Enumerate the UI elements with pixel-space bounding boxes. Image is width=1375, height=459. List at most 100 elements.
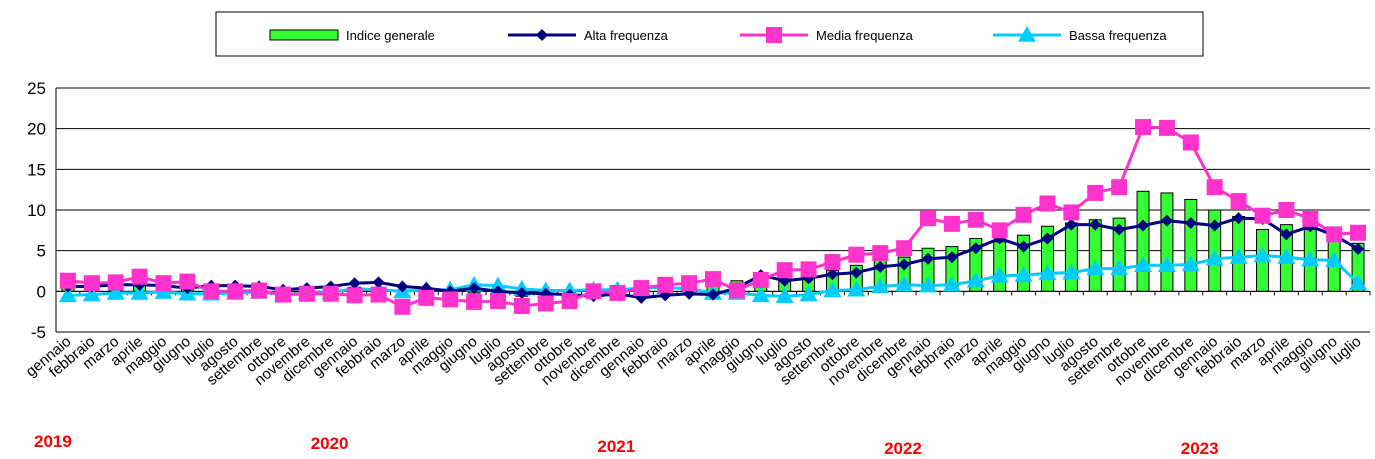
point-media-frequenza	[1063, 204, 1080, 221]
point-media-frequenza	[418, 289, 435, 306]
plot-area: -50510152025gennaiofebbraiomarzoaprilema…	[23, 79, 1371, 458]
point-alta-frequenza	[922, 252, 935, 265]
point-legend	[536, 29, 548, 41]
point-media-frequenza	[752, 271, 769, 288]
point-media-frequenza	[681, 275, 698, 292]
point-media-frequenza	[1087, 184, 1104, 201]
point-alta-frequenza	[1017, 240, 1030, 253]
point-alta-frequenza	[1041, 232, 1054, 245]
point-media-frequenza	[967, 211, 984, 228]
point-bassa-frequenza	[847, 280, 866, 297]
point-media-frequenza	[442, 291, 459, 308]
y-tick-label: 20	[27, 120, 46, 139]
point-media-frequenza	[633, 280, 650, 297]
point-media-frequenza	[59, 272, 76, 289]
point-bassa-frequenza	[106, 283, 125, 300]
point-alta-frequenza	[1352, 243, 1365, 256]
point-alta-frequenza	[1208, 219, 1221, 232]
point-media-frequenza	[251, 282, 268, 299]
point-media-frequenza	[179, 273, 196, 290]
point-alta-frequenza	[1232, 212, 1245, 225]
point-media-frequenza	[848, 246, 865, 263]
point-media-frequenza	[274, 286, 291, 303]
point-media-frequenza	[1302, 210, 1319, 227]
point-bassa-frequenza	[1014, 266, 1033, 282]
point-media-frequenza	[943, 215, 960, 232]
year-label: 2023	[1181, 439, 1219, 458]
point-bassa-frequenza	[1253, 246, 1272, 263]
y-tick-label: 0	[37, 282, 46, 301]
point-alta-frequenza	[372, 276, 385, 289]
point-media-frequenza	[824, 254, 841, 271]
point-media-frequenza	[489, 293, 506, 310]
point-bassa-frequenza	[1110, 259, 1129, 276]
point-media-frequenza	[513, 297, 530, 314]
point-alta-frequenza	[1184, 217, 1197, 230]
point-media-frequenza	[872, 245, 889, 262]
point-media-frequenza	[227, 283, 244, 300]
point-media-frequenza	[728, 282, 745, 299]
point-media-frequenza	[776, 262, 793, 279]
point-alta-frequenza	[945, 251, 958, 264]
y-tick-label: 15	[27, 160, 46, 179]
point-bassa-frequenza	[1038, 264, 1057, 281]
y-tick-label: -5	[31, 323, 46, 342]
point-media-frequenza	[1015, 206, 1032, 223]
bar-indice-generale	[1160, 192, 1174, 292]
point-alta-frequenza	[1160, 214, 1173, 227]
point-media-frequenza	[1111, 179, 1128, 196]
point-media-frequenza	[609, 284, 626, 301]
point-alta-frequenza	[515, 286, 528, 299]
point-bassa-frequenza	[823, 281, 842, 298]
bar-indice-generale	[1136, 190, 1150, 292]
point-media-frequenza	[83, 275, 100, 292]
legend-swatch-bar	[269, 29, 339, 41]
point-bassa-frequenza	[1277, 248, 1296, 264]
point-bassa-frequenza	[871, 277, 890, 294]
point-alta-frequenza	[1065, 218, 1078, 231]
year-label: 2019	[34, 432, 72, 451]
point-media-frequenza	[896, 240, 913, 257]
point-media-frequenza	[1350, 224, 1367, 241]
legend-label: Indice generale	[346, 28, 435, 43]
point-alta-frequenza	[1113, 223, 1126, 236]
point-media-frequenza	[537, 295, 554, 312]
point-bassa-frequenza	[488, 276, 507, 293]
point-legend	[766, 27, 782, 43]
point-media-frequenza	[585, 283, 602, 300]
point-bassa-frequenza	[1062, 263, 1081, 280]
point-media-frequenza	[1254, 207, 1271, 224]
point-alta-frequenza	[874, 260, 887, 273]
point-media-frequenza	[1135, 119, 1152, 136]
point-alta-frequenza	[969, 242, 982, 255]
bar-indice-generale	[1184, 198, 1198, 292]
point-media-frequenza	[1326, 226, 1343, 243]
point-bassa-frequenza	[919, 276, 938, 293]
point-media-frequenza	[107, 274, 124, 291]
point-media-frequenza	[1039, 195, 1056, 212]
point-media-frequenza	[298, 285, 315, 302]
point-alta-frequenza	[348, 277, 361, 290]
year-label: 2022	[884, 439, 922, 458]
y-tick-label: 5	[37, 242, 46, 261]
point-media-frequenza	[657, 276, 674, 293]
point-bassa-frequenza	[990, 266, 1009, 283]
point-alta-frequenza	[707, 288, 719, 301]
legend: Indice generale Alta frequenza Media frequ…	[215, 11, 1204, 57]
point-media-frequenza	[1158, 119, 1175, 136]
point-bassa-frequenza	[1181, 255, 1200, 272]
point-media-frequenza	[346, 287, 363, 304]
point-media-frequenza	[705, 271, 721, 288]
legend-label: Media frequenza	[816, 28, 914, 43]
point-media-frequenza	[1278, 202, 1295, 218]
point-bassa-frequenza	[1349, 274, 1368, 290]
point-alta-frequenza	[1280, 228, 1293, 241]
point-bassa-frequenza	[966, 271, 985, 288]
point-bassa-frequenza	[1325, 251, 1344, 268]
point-alta-frequenza	[396, 280, 409, 293]
bar-indice-generale	[1064, 222, 1078, 292]
point-media-frequenza	[1230, 193, 1247, 210]
point-media-frequenza	[561, 293, 578, 310]
y-tick-label: 25	[27, 79, 46, 98]
